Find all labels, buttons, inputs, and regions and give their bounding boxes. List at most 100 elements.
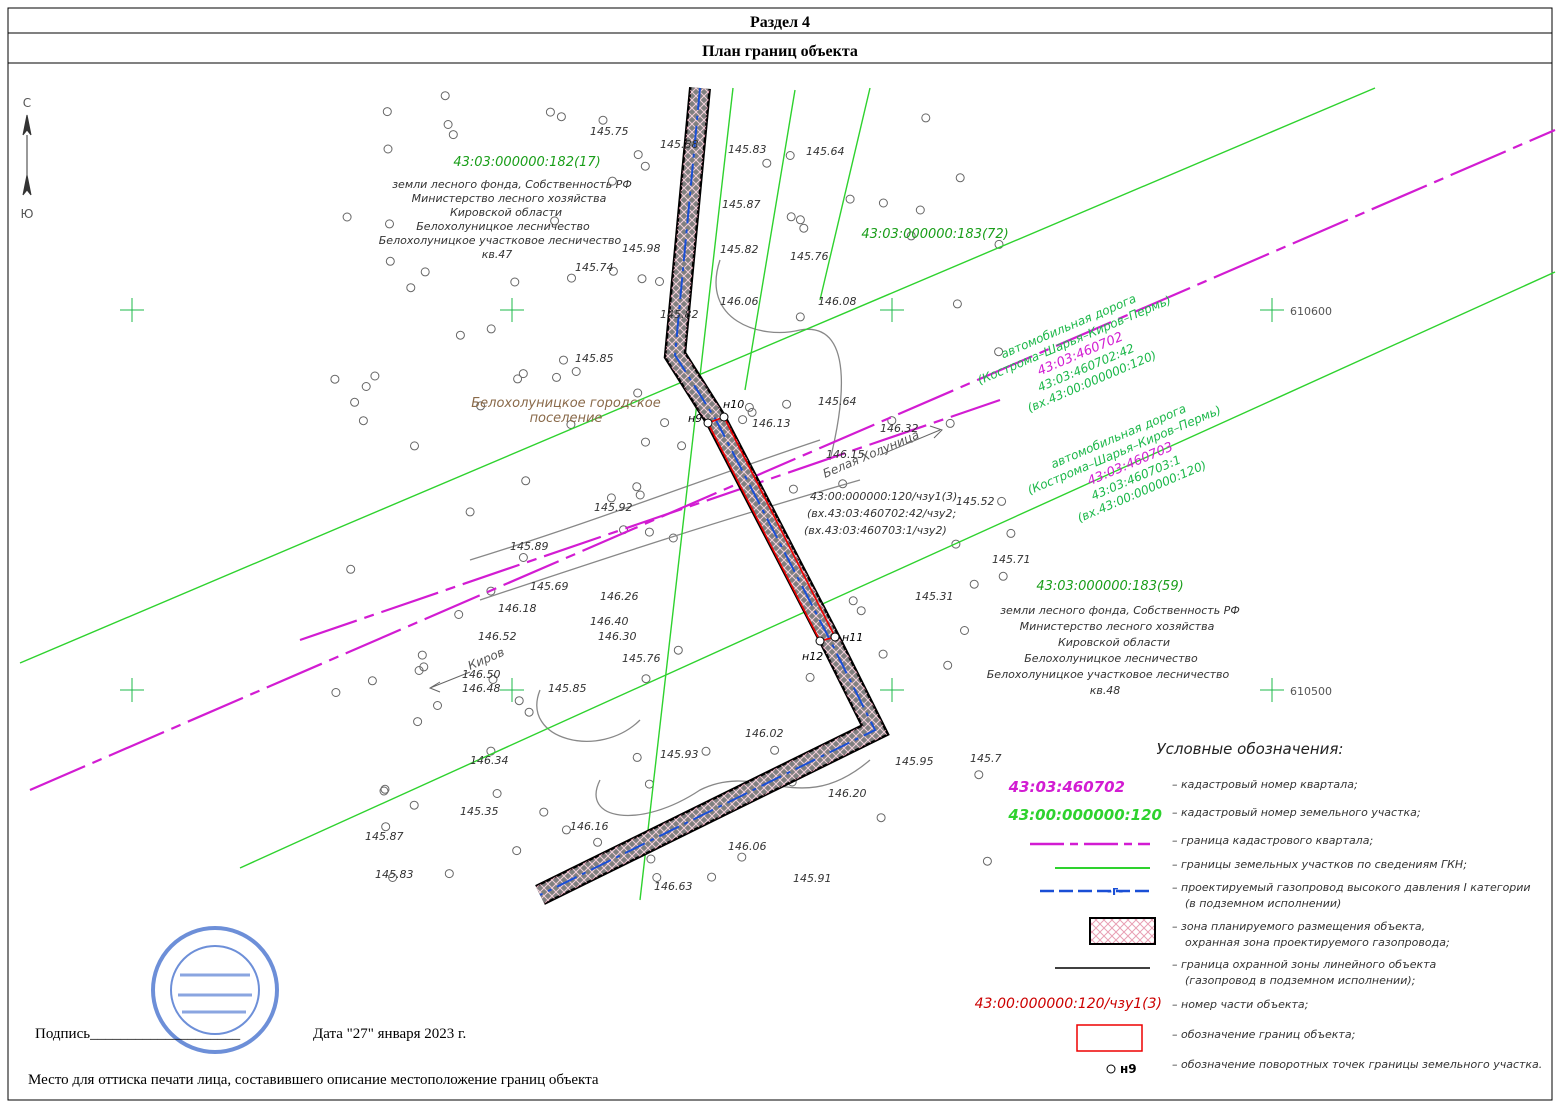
tree: [449, 131, 457, 139]
point: н9: [688, 412, 702, 425]
legend-text: – граница охранной зоны линейного объект…: [1172, 958, 1437, 971]
part-label: 43:00:000000:120/чзу1(3): [810, 490, 957, 503]
tree: [332, 689, 340, 697]
tree: [513, 847, 521, 855]
tree: [783, 400, 791, 408]
tree: [456, 331, 464, 339]
tree: [702, 747, 710, 755]
tree: [641, 162, 649, 170]
tree: [557, 113, 565, 121]
tree: [407, 284, 415, 292]
tree: [642, 675, 650, 683]
elevation: 145.95: [895, 755, 934, 768]
tree: [674, 646, 682, 654]
tree: [678, 442, 686, 450]
tree: [796, 216, 804, 224]
elevation: 145.7: [970, 752, 1002, 765]
tree: [636, 491, 644, 499]
tree: [525, 708, 533, 716]
elevation: 145.76: [790, 250, 829, 263]
tree: [806, 673, 814, 681]
legend-text: – зона планируемого размещения объекта,: [1172, 920, 1425, 933]
tree: [645, 528, 653, 536]
legend-sample: н9: [1120, 1062, 1137, 1076]
tree: [634, 151, 642, 159]
settlement: Белохолуницкое городское: [471, 396, 661, 411]
elevation: 145.89: [510, 540, 549, 553]
elevation: 145.35: [460, 805, 499, 818]
forest-label: Кировской области: [1058, 636, 1170, 649]
tree: [748, 408, 756, 416]
elevation: 145.83: [375, 868, 414, 881]
tree: [546, 108, 554, 116]
tree: [386, 257, 394, 265]
legend-text: – проектируемый газопровод высокого давл…: [1172, 881, 1531, 894]
tree: [956, 174, 964, 182]
tree: [633, 483, 641, 491]
tree: [493, 790, 501, 798]
tree: [857, 607, 865, 615]
parcel-number: 43:03:000000:183(72): [861, 227, 1008, 242]
elevation: 146.30: [598, 630, 637, 643]
forest-label: Белохолуницкое лесничество: [416, 220, 590, 233]
parcel-number: 43:03:000000:182(17): [453, 155, 600, 170]
tree: [568, 274, 576, 282]
part-label: (вх.43:03:460702:42/чзу2;: [807, 507, 956, 520]
tree: [944, 661, 952, 669]
elevation: 146.52: [478, 630, 517, 643]
tree: [421, 268, 429, 276]
legend-text: – граница кадастрового квартала;: [1172, 834, 1373, 847]
tree: [487, 325, 495, 333]
elevation: 146.20: [828, 787, 867, 800]
legend-text: – обозначение границ объекта;: [1172, 1028, 1355, 1041]
elevation: 145.74: [575, 261, 614, 274]
elevation: 146.32: [880, 422, 919, 435]
date: Дата "27" января 2023 г.: [313, 1026, 466, 1042]
tree: [1007, 529, 1015, 537]
legend-sample: -г-: [1107, 884, 1123, 898]
tree: [970, 580, 978, 588]
legend-text: охранная зона проектируемого газопровода…: [1185, 936, 1450, 949]
tree: [441, 92, 449, 100]
tree: [763, 159, 771, 167]
elevation: 145.85: [575, 352, 614, 365]
legend-sample: 43:00:000000:120/чзу1(3): [975, 996, 1162, 1012]
tree: [999, 572, 1007, 580]
legend-boundary: [1077, 1025, 1142, 1051]
north: С: [23, 96, 31, 110]
section: Раздел 4: [750, 14, 810, 31]
signature: Подпись____________________: [35, 1026, 241, 1042]
legend-text: (газопровод в подземном исполнении);: [1185, 974, 1415, 987]
tree: [411, 442, 419, 450]
title: План границ объекта: [702, 43, 858, 60]
tree: [445, 870, 453, 878]
compass-arrow: [23, 115, 31, 195]
tree: [946, 419, 954, 427]
point: н10: [723, 398, 744, 411]
forest-label: Министерство лесного хозяйства: [1020, 620, 1215, 633]
legend-sample: 43:03:460702: [1008, 778, 1125, 796]
page: Раздел 4 План границ объекта н9 н10 н11 …: [0, 0, 1556, 1104]
elevation: 146.26: [600, 590, 639, 603]
tree: [553, 373, 561, 381]
tree: [434, 702, 442, 710]
elevation: 145.52: [956, 495, 995, 508]
elevation: 145.87: [365, 830, 404, 843]
tree: [466, 508, 474, 516]
tree: [800, 224, 808, 232]
elevation: 146.08: [818, 295, 857, 308]
settlement: поселение: [530, 411, 603, 426]
elevation: 146.02: [745, 727, 784, 740]
elevation: 145.93: [660, 748, 699, 761]
tree: [511, 278, 519, 286]
elevation: 146.13: [752, 417, 791, 430]
elevation: 146.06: [728, 840, 767, 853]
tree: [738, 853, 746, 861]
tree: [796, 313, 804, 321]
tree: [656, 278, 664, 286]
legend-point: [1107, 1065, 1115, 1073]
forest-label: кв.47: [482, 248, 513, 261]
legend: Условные обозначения: 43:03:460702 43:00…: [975, 740, 1543, 1076]
legend-text: – обозначение поворотных точек границы з…: [1172, 1058, 1542, 1071]
tree: [418, 651, 426, 659]
